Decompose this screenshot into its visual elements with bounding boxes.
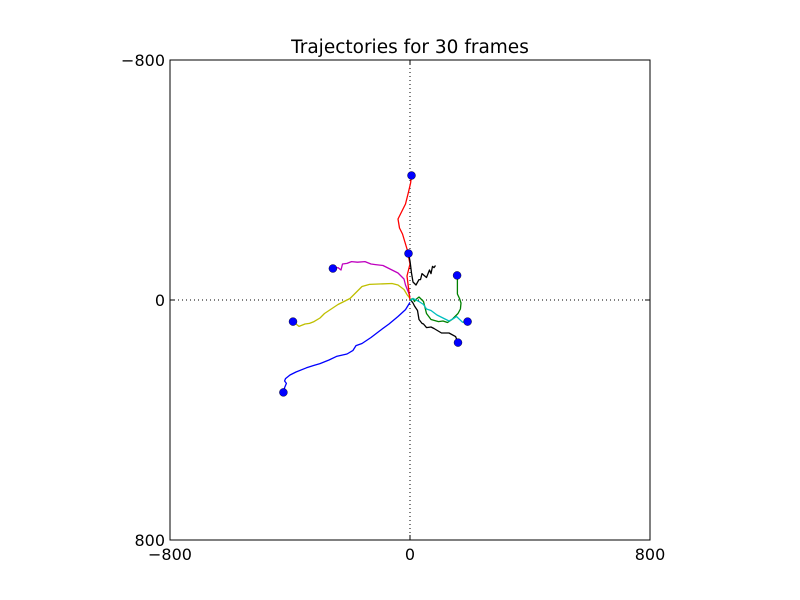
y-tick-label: −800 [121,51,165,70]
start-point-1 [279,388,288,397]
trajectory-series-6 [409,298,459,343]
start-point-7 [452,271,462,280]
x-tick-label: 800 [635,545,666,564]
x-tick-label: −800 [148,545,192,564]
trajectory-series-5 [407,253,437,286]
start-point-4 [407,171,416,180]
x-tick-label: 0 [405,545,415,564]
start-point-8 [463,317,472,326]
trajectory-series-8 [410,297,468,323]
start-point-6 [453,338,463,347]
start-point-2 [288,317,298,326]
series-layer [283,175,468,393]
y-tick-label: 800 [134,531,165,550]
trajectory-series-4 [397,175,413,301]
trajectory-series-7 [409,275,462,324]
start-points-layer [279,171,472,397]
trajectory-series-3 [333,260,411,298]
y-tick-label: 0 [155,291,165,310]
chart-title: Trajectories for 30 frames [290,37,529,58]
start-point-3 [328,264,338,273]
trajectory-series-1 [283,302,411,393]
start-point-5 [404,249,413,258]
trajectory-series-2 [292,282,411,328]
